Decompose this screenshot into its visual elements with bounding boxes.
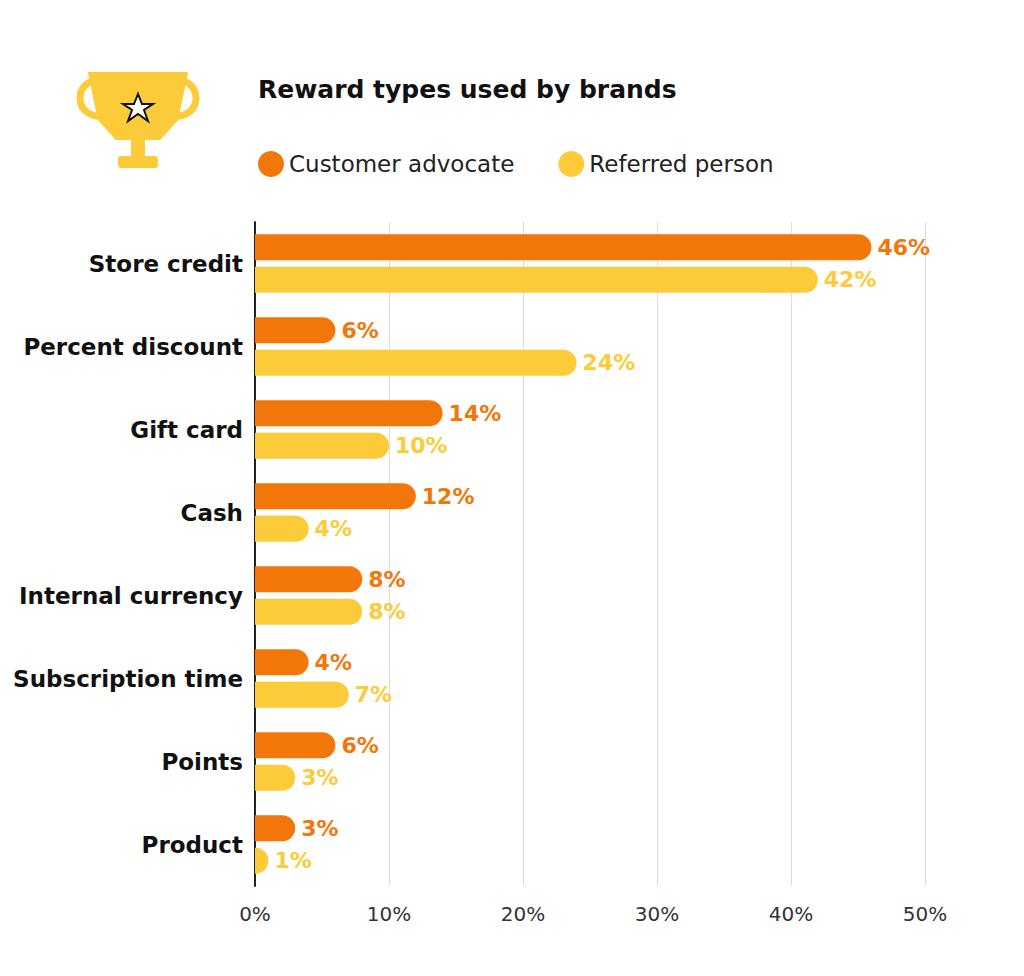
svg-text:40%: 40% <box>769 902 813 926</box>
svg-text:4%: 4% <box>315 650 352 675</box>
svg-text:6%: 6% <box>341 318 378 343</box>
svg-text:Referred person: Referred person <box>589 151 773 177</box>
svg-text:1%: 1% <box>274 848 311 873</box>
svg-text:6%: 6% <box>341 733 378 758</box>
svg-text:12%: 12% <box>422 484 475 509</box>
svg-text:20%: 20% <box>501 902 545 926</box>
svg-text:0%: 0% <box>239 902 271 926</box>
svg-text:50%: 50% <box>903 902 947 926</box>
svg-text:8%: 8% <box>368 599 405 624</box>
svg-text:Percent discount: Percent discount <box>23 334 243 360</box>
svg-text:10%: 10% <box>395 433 448 458</box>
svg-text:46%: 46% <box>877 235 930 260</box>
svg-text:10%: 10% <box>367 902 411 926</box>
svg-text:Store credit: Store credit <box>89 251 243 277</box>
svg-text:30%: 30% <box>635 902 679 926</box>
svg-text:Gift card: Gift card <box>130 417 243 443</box>
svg-text:8%: 8% <box>368 567 405 592</box>
svg-text:3%: 3% <box>301 765 338 790</box>
svg-text:Reward types used by brands: Reward types used by brands <box>258 75 677 104</box>
svg-text:7%: 7% <box>355 682 392 707</box>
svg-text:42%: 42% <box>824 267 877 292</box>
svg-text:14%: 14% <box>449 401 502 426</box>
svg-text:Product: Product <box>142 832 243 858</box>
svg-text:Cash: Cash <box>181 500 243 526</box>
svg-text:4%: 4% <box>315 516 352 541</box>
svg-text:Customer advocate: Customer advocate <box>289 151 514 177</box>
svg-text:Points: Points <box>161 749 243 775</box>
svg-text:Subscription time: Subscription time <box>13 666 243 692</box>
svg-text:24%: 24% <box>583 350 636 375</box>
svg-text:3%: 3% <box>301 816 338 841</box>
svg-text:Internal currency: Internal currency <box>19 583 243 609</box>
